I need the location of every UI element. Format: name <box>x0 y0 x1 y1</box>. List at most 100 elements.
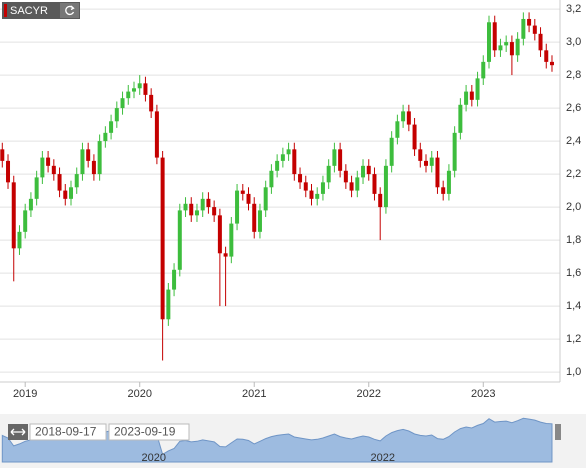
navigator-tick-label: 2020 <box>141 452 165 464</box>
candle-body <box>298 174 303 183</box>
candle-body <box>97 141 102 175</box>
candle-body <box>263 187 268 211</box>
range-icon <box>10 428 26 436</box>
candle-body <box>429 157 434 166</box>
candle-body <box>332 149 337 166</box>
y-tick-label: 2,2 <box>566 168 581 180</box>
y-tick-label: 1,4 <box>566 300 581 312</box>
candle-body <box>492 22 497 51</box>
candle-body <box>464 91 469 105</box>
y-tick-label: 1,6 <box>566 267 581 279</box>
candle-body <box>217 215 222 254</box>
candle-body <box>28 198 33 211</box>
candle-body <box>378 193 383 208</box>
range-to-text: 2023-09-19 <box>114 425 176 439</box>
candle-body <box>338 149 343 171</box>
candle-body <box>177 210 182 270</box>
candle-body <box>418 149 423 161</box>
candle-body <box>34 177 39 199</box>
candle-body <box>406 111 411 125</box>
candle-body <box>521 18 526 39</box>
candle-body <box>475 78 480 100</box>
y-tick-label: 2,6 <box>566 102 581 114</box>
candle-body <box>275 160 280 171</box>
candle-body <box>441 187 446 194</box>
y-tick-label: 1,0 <box>566 366 581 378</box>
candle-body <box>309 190 314 199</box>
candle-body <box>240 190 245 194</box>
candle-body <box>361 165 366 178</box>
candle-body <box>80 149 85 175</box>
candle-body <box>544 50 549 62</box>
y-tick-label: 1,2 <box>566 333 581 345</box>
candle-body <box>0 149 5 161</box>
navigator-tick-label: 2022 <box>371 452 395 464</box>
candle-body <box>166 289 171 320</box>
plot-area: 1,0 1,2 1,4 1,6 1,8 2,0 2,2 2,4 2,6 2,8 3,0 3,2 2019… <box>0 0 581 400</box>
candle-body <box>515 38 520 56</box>
candle-body <box>527 18 532 26</box>
candle-body <box>372 174 377 194</box>
candle-body <box>11 182 16 249</box>
x-tick-label: 2022 <box>357 388 381 400</box>
candle-body <box>235 190 240 224</box>
candle-body <box>86 149 91 161</box>
candle-body <box>498 45 503 51</box>
candle-body <box>532 25 537 34</box>
y-tick-label: 2,4 <box>566 135 581 147</box>
candle-body <box>366 165 371 175</box>
candle-body <box>452 132 457 171</box>
x-tick-label: 2021 <box>242 388 266 400</box>
ticker-label: SACYR <box>10 5 48 17</box>
candle-body <box>269 170 274 188</box>
candle-body <box>343 170 348 183</box>
refresh-icon <box>65 5 75 16</box>
candle-body <box>292 149 297 175</box>
candle-body <box>469 91 474 100</box>
candle-body <box>69 187 74 199</box>
candle-body <box>389 137 394 166</box>
candle-body <box>252 203 257 232</box>
candle-body <box>6 160 11 183</box>
ticker-color <box>4 4 7 17</box>
candle-body <box>137 83 142 89</box>
candle-body <box>412 124 417 150</box>
candle-body <box>160 157 165 320</box>
candle-body <box>486 22 491 62</box>
y-tick-label: 1,8 <box>566 234 581 246</box>
candle-body <box>401 111 406 122</box>
range-from[interactable] <box>29 423 107 441</box>
y-tick-label: 3,2 <box>566 3 581 15</box>
candle-body <box>57 174 62 191</box>
candle-body <box>458 104 463 133</box>
x-tick-label: 2023 <box>471 388 495 400</box>
candle-body <box>246 193 251 204</box>
candle-body <box>504 42 509 46</box>
candle-body <box>126 91 131 99</box>
candle-body <box>109 121 114 133</box>
candle-body <box>481 61 486 79</box>
range-to[interactable] <box>108 423 190 441</box>
candle-body <box>320 182 325 194</box>
refresh-button[interactable] <box>60 3 79 18</box>
candle-body <box>303 182 308 191</box>
candle-body <box>114 108 119 122</box>
y-tick-label: 2,0 <box>566 201 581 213</box>
y-tick-label: 3,0 <box>566 36 581 48</box>
navigator-handle[interactable] <box>555 424 561 440</box>
candle-body <box>189 203 194 216</box>
candle-body <box>200 198 205 211</box>
candle-body <box>74 174 79 188</box>
candle-body <box>229 223 234 257</box>
range-selector: 2018-09-17 2023-09-19 <box>8 423 190 441</box>
candle-body <box>120 98 125 109</box>
candle-body <box>206 198 211 208</box>
candle-body <box>395 121 400 138</box>
candle-body <box>326 165 331 183</box>
candle-body <box>549 61 554 66</box>
candle-body <box>17 231 22 249</box>
candle-body <box>349 182 354 191</box>
candle-body <box>355 177 360 191</box>
candle-body <box>424 160 429 166</box>
